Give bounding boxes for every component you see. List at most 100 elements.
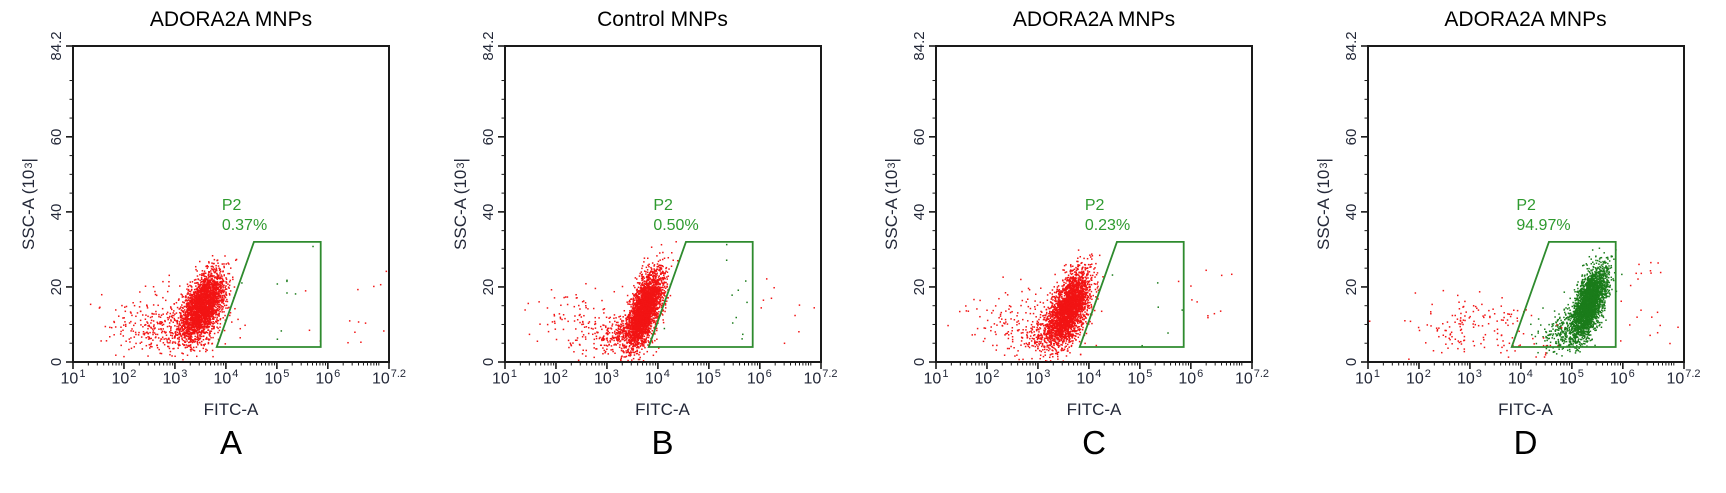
x-tick-base: 10 — [264, 370, 283, 388]
x-tick-exponent: 2 — [993, 368, 1000, 380]
x-tick-base: 10 — [803, 370, 822, 388]
x-tick-base: 10 — [923, 370, 942, 388]
x-tick-label: 104 — [1059, 368, 1119, 388]
y-tick-label: 0 — [910, 357, 928, 367]
x-tick-label: 102 — [94, 368, 154, 388]
x-tick-base: 10 — [1405, 370, 1424, 388]
y-axis-label-post: | — [450, 158, 470, 163]
axes-overlay — [66, 45, 390, 369]
x-tick-exponent: 5 — [1577, 368, 1584, 380]
axes-overlay — [1360, 45, 1685, 369]
x-tick-base: 10 — [315, 370, 334, 388]
gate-p2-label: P2 0.50% — [653, 196, 698, 236]
plot-frame — [935, 45, 1253, 363]
x-tick-base: 10 — [1558, 370, 1577, 388]
x-tick-label: 101 — [475, 368, 535, 388]
x-tick-base: 10 — [492, 370, 510, 388]
x-tick-base: 10 — [1507, 370, 1526, 388]
x-tick-label: 107.2 — [791, 368, 851, 388]
x-tick-label: 106 — [1161, 368, 1221, 388]
x-tick-exponent: 4 — [663, 368, 670, 380]
x-tick-base: 10 — [1127, 370, 1146, 388]
panel-a: ADORA2A MNPs 101 102 103 104 105 106 107.2 FITC-… — [0, 0, 432, 493]
plot-frame — [503, 45, 822, 363]
x-tick-exponent: 3 — [1475, 368, 1482, 380]
y-axis-label-sup: 3 — [23, 162, 35, 169]
gate-name: P2 — [653, 197, 673, 215]
gate-percent: 94.97% — [1516, 217, 1571, 235]
y-tick-label: 20 — [1342, 278, 1359, 296]
x-tick-base: 10 — [695, 370, 714, 388]
x-tick-exponent: 4 — [1526, 368, 1533, 380]
x-tick-exponent: 1 — [942, 368, 949, 380]
y-tick-label: 84.2 — [1342, 31, 1359, 61]
gate-p2-polygon — [646, 241, 754, 348]
x-axis-label: FITC-A — [635, 400, 690, 419]
x-tick-exponent: 1 — [510, 368, 517, 380]
y-axis-label-pre: SSC-A (10 — [19, 169, 38, 250]
x-tick-label: 107.2 — [359, 368, 419, 388]
x-tick-label: 101 — [906, 368, 966, 388]
x-tick-label: 103 — [1439, 368, 1499, 388]
y-axis-label-post: | — [882, 158, 901, 163]
x-tick-base: 10 — [542, 370, 561, 388]
x-tick-base: 10 — [1025, 370, 1044, 388]
x-tick-label: 107.2 — [1654, 368, 1714, 388]
x-tick-label: 103 — [576, 368, 636, 388]
x-tick-base: 10 — [1456, 370, 1475, 388]
y-axis-label: SSC-A (10 3 | — [882, 124, 902, 284]
y-axis-label-pre: SSC-A (10 — [450, 169, 470, 250]
x-tick-base: 10 — [162, 370, 181, 388]
panel-title: ADORA2A MNPs — [149, 8, 313, 31]
x-tick-label: 107.2 — [1222, 368, 1282, 388]
panel-title: ADORA2A MNPs — [1444, 8, 1607, 31]
x-tick-base: 10 — [746, 370, 765, 388]
y-axis-label-sup: 3 — [454, 162, 467, 169]
x-tick-label: 106 — [298, 368, 358, 388]
panel-letter: D — [1513, 424, 1538, 461]
x-tick-exponent: 2 — [130, 368, 137, 380]
axes-overlay — [497, 45, 822, 369]
y-tick-label: 20 — [910, 278, 928, 296]
x-tick-exponent: 7.2 — [822, 368, 838, 380]
x-tick-label: 104 — [627, 368, 687, 388]
x-axis-label: FITC-A — [1498, 400, 1553, 419]
x-tick-label: 103 — [1008, 368, 1068, 388]
y-axis-label: SSC-A (10 3 | — [19, 124, 39, 284]
y-tick-label: 40 — [479, 203, 496, 221]
y-axis-label-sup: 3 — [1317, 162, 1330, 169]
panel-b: Control MNPs 101 102 103 104 105 106 107.2 FITC-… — [432, 0, 864, 493]
x-tick-label: 102 — [1388, 368, 1448, 388]
gate-p2-polygon — [1509, 241, 1617, 348]
x-tick-exponent: 2 — [561, 368, 568, 380]
x-tick-base: 10 — [593, 370, 612, 388]
x-tick-label: 105 — [1110, 368, 1170, 388]
y-tick-label: 60 — [47, 128, 65, 146]
x-tick-base: 10 — [60, 370, 79, 388]
gate-p2-polygon — [215, 241, 322, 348]
panel-c: ADORA2A MNPs 101 102 103 104 105 106 107.2 FITC-… — [863, 0, 1295, 493]
gate-percent: 0.23% — [1084, 217, 1131, 235]
x-tick-label: 104 — [196, 368, 256, 388]
x-tick-exponent: 4 — [232, 368, 239, 380]
plot-frame — [1366, 45, 1685, 363]
y-axis-label: SSC-A (10 3 | — [451, 124, 471, 284]
gate-percent: 0.50% — [653, 217, 699, 235]
x-axis-label: FITC-A — [1066, 400, 1122, 419]
y-tick-label: 60 — [910, 128, 928, 146]
x-tick-base: 10 — [1355, 370, 1373, 388]
x-tick-exponent: 6 — [334, 368, 341, 380]
x-tick-exponent: 5 — [283, 368, 290, 380]
y-tick-label: 0 — [1342, 357, 1359, 367]
gate-percent: 0.37% — [221, 217, 268, 235]
y-tick-label: 20 — [47, 278, 65, 296]
x-tick-label: 106 — [729, 368, 789, 388]
x-tick-label: 102 — [957, 368, 1017, 388]
y-tick-label: 40 — [910, 203, 928, 221]
x-tick-label: 105 — [678, 368, 738, 388]
y-tick-label: 84.2 — [910, 31, 928, 61]
y-axis-label: SSC-A (10 3 | — [1314, 124, 1334, 284]
panel-d: ADORA2A MNPs 101 102 103 104 105 106 107.2 FITC-… — [1295, 0, 1726, 493]
x-tick-exponent: 5 — [1146, 368, 1153, 380]
x-tick-exponent: 7.2 — [1685, 368, 1701, 380]
